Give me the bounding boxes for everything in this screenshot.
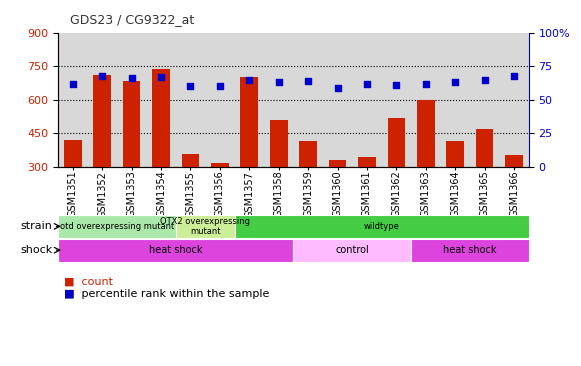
Point — [333, 85, 342, 91]
Bar — [388, 117, 405, 167]
Text: shock: shock — [20, 245, 52, 255]
Point — [68, 81, 77, 87]
Point — [510, 73, 519, 79]
Bar — [94, 75, 111, 167]
Text: ■  percentile rank within the sample: ■ percentile rank within the sample — [64, 289, 269, 299]
Text: wildtype: wildtype — [364, 222, 400, 231]
Bar — [58, 239, 293, 262]
Bar — [476, 129, 493, 167]
Bar — [446, 141, 464, 167]
Text: heat shock: heat shock — [149, 245, 203, 255]
Text: control: control — [335, 245, 369, 255]
Text: GDS23 / CG9322_at: GDS23 / CG9322_at — [70, 12, 194, 26]
Text: otd overexpressing mutant: otd overexpressing mutant — [60, 222, 174, 231]
Bar — [241, 78, 258, 167]
Bar — [293, 239, 411, 262]
Bar — [299, 141, 317, 167]
Bar — [175, 215, 235, 238]
Text: strain: strain — [20, 221, 52, 231]
Point — [215, 83, 224, 89]
Bar — [64, 140, 81, 167]
Point — [156, 74, 166, 80]
Bar — [358, 157, 376, 167]
Point — [450, 79, 460, 85]
Point — [98, 73, 107, 79]
Bar — [505, 156, 523, 167]
Bar — [329, 160, 346, 167]
Point — [480, 77, 489, 83]
Point — [274, 79, 284, 85]
Bar — [270, 120, 288, 167]
Point — [421, 81, 431, 87]
Bar — [152, 68, 170, 167]
Text: ■: ■ — [64, 289, 74, 299]
Bar — [123, 81, 141, 167]
Bar — [235, 215, 529, 238]
Text: OTX2 overexpressing
mutant: OTX2 overexpressing mutant — [160, 217, 250, 236]
Bar — [411, 239, 529, 262]
Bar — [417, 100, 435, 167]
Bar — [211, 163, 229, 167]
Bar — [58, 215, 175, 238]
Point — [392, 82, 401, 88]
Point — [303, 78, 313, 84]
Point — [363, 81, 372, 87]
Text: heat shock: heat shock — [443, 245, 497, 255]
Point — [245, 77, 254, 83]
Bar — [182, 154, 199, 167]
Text: ■  count: ■ count — [64, 276, 113, 286]
Point — [186, 83, 195, 89]
Point — [127, 75, 137, 81]
